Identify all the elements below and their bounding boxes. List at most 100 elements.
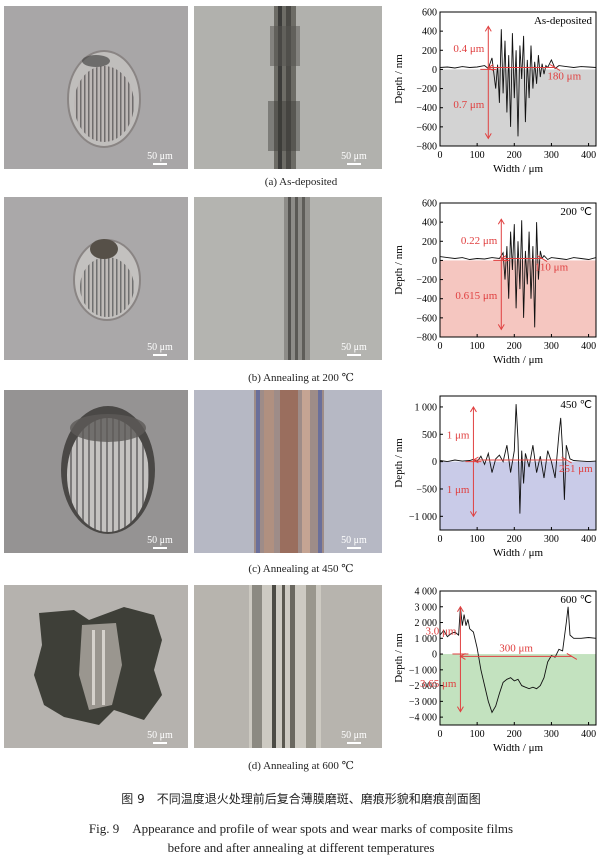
chart-b-ylabel: Depth / nm	[394, 245, 405, 295]
chart-d-ytick-label: −4 000	[409, 713, 437, 724]
chart-a-arrow-bottom	[484, 133, 492, 140]
micrograph-wear-mark-c: 50 μm	[194, 390, 382, 553]
chart-c-ylabel: Depth / nm	[394, 438, 405, 488]
chart-b-ytick-label: 600	[422, 199, 437, 210]
subcaption-c: (c) Annealing at 450 ℃	[248, 563, 354, 575]
chart-c-ytick-label: 1 000	[415, 402, 438, 413]
subcaption-a: (a) As-deposited	[264, 176, 338, 188]
chart-a-xtick-label: 0	[438, 150, 443, 161]
chart-d-xtick-label: 0	[438, 729, 443, 740]
chart-d-xtick-label: 200	[507, 729, 522, 740]
chart-c-ytick-label: −500	[416, 484, 437, 495]
chart-b-xtick-label: 400	[581, 341, 596, 352]
scale-label: 50 μm	[147, 342, 173, 353]
chart-d-ytick-label: 4 000	[415, 587, 438, 598]
chart-a-ytick-label: 400	[422, 27, 437, 38]
chart-a-ytick-label: 0	[432, 65, 437, 76]
micrograph-wear-mark-d: 50 μm	[194, 585, 382, 748]
chart-b-xtick-label: 0	[438, 341, 443, 352]
chart-d-xtick-label: 300	[544, 729, 559, 740]
chart-d-ytick-label: 1 000	[415, 634, 438, 645]
micrograph-wear-mark-a: 50 μm	[194, 6, 382, 169]
chart-a-xlabel: Width / μm	[493, 163, 544, 175]
subcaption-d: (d) Annealing at 600 ℃	[248, 760, 354, 772]
chart-d-annotation-top: 3.0 μm	[425, 625, 456, 637]
scale-label: 50 μm	[341, 342, 367, 353]
chart-c-arrow-right	[561, 456, 572, 464]
chart-c-arrow-bottom	[469, 511, 477, 518]
chart-c-fill-region	[440, 461, 596, 530]
chart-b-arrow-right	[536, 255, 548, 262]
micrograph-wear-mark-b: 50 μm	[194, 197, 382, 360]
chart-c-xlabel: Width / μm	[493, 547, 544, 559]
scale-label: 50 μm	[341, 151, 367, 162]
chart-b-profile-line	[439, 220, 597, 328]
chart-c-corner-label: 450 ℃	[560, 399, 592, 411]
chart-a-annotation-bottom: 0.7 μm	[453, 99, 484, 111]
chart-b-arrow-top	[497, 218, 505, 225]
chart-b-corner-label: 200 ℃	[560, 206, 592, 218]
chart-a-frame	[439, 11, 597, 147]
chart-b-arrow-bottom	[497, 324, 505, 331]
chart-c-arrow-left	[472, 456, 479, 464]
chart-c-arrow-top	[469, 405, 477, 413]
chart-d-arrow-top	[456, 605, 464, 613]
chart-a-xtick-label: 300	[544, 150, 559, 161]
chart-c-ytick-label: −1 000	[409, 512, 437, 523]
figure-caption-english-line1: Fig. 9 Appearance and profile of wear sp…	[88, 821, 514, 836]
chart-a-arrow-top	[484, 25, 492, 32]
chart-d-ytick-label: −1 000	[409, 665, 437, 676]
depth-profile-chart-d: 4 000 3 000 2 000 1 000 0 −1 000 −2 000 −3 000 −…	[394, 587, 597, 754]
chart-d-arrow-right	[566, 652, 578, 660]
chart-a-xtick-label: 100	[470, 150, 485, 161]
chart-d-ytick-label: 0	[432, 650, 437, 661]
chart-b-annotation-top: 0.22 μm	[461, 235, 498, 247]
chart-c-frame	[439, 395, 597, 531]
chart-a-ytick-label: −800	[416, 142, 437, 153]
chart-a-ytick-label: 600	[422, 8, 437, 19]
chart-a-ytick-label: 200	[422, 46, 437, 57]
chart-c-annotation-top: 1 μm	[447, 429, 470, 441]
micrograph-wear-spot-a: 50 μm	[4, 6, 188, 169]
chart-d-ytick-label: −3 000	[409, 697, 437, 708]
chart-c-ytick-label: 0	[432, 457, 437, 468]
chart-d-frame	[439, 590, 597, 726]
scale-label: 50 μm	[341, 730, 367, 741]
chart-c-xtick-label: 400	[581, 534, 596, 545]
chart-c-xtick-label: 100	[470, 534, 485, 545]
chart-d-annotation-bottom: 3.65 μm	[420, 678, 457, 690]
chart-a-annotation-width: 180 μm	[547, 71, 581, 83]
chart-a-annotation-top: 0.4 μm	[453, 43, 484, 55]
chart-b-xtick-label: 200	[507, 341, 522, 352]
chart-d-annotation-width: 300 μm	[499, 642, 533, 654]
micrograph-wear-spot-d: 50 μm	[4, 585, 188, 748]
scale-label: 50 μm	[147, 730, 173, 741]
chart-d-profile-line	[439, 606, 597, 714]
chart-c-annotation-width: 251 μm	[559, 463, 593, 475]
chart-b-xtick-label: 100	[470, 341, 485, 352]
chart-a-ylabel: Depth / nm	[394, 54, 405, 104]
chart-a-arrow-left	[487, 64, 494, 71]
chart-d-ytick-label: −2 000	[409, 681, 437, 692]
figure-caption-chinese: 图 9 不同温度退火处理前后复合薄膜磨斑、磨痕形貌和磨痕剖面图	[121, 792, 481, 806]
chart-a-ytick-label: −200	[416, 84, 437, 95]
chart-d-corner-label: 600 ℃	[560, 594, 592, 606]
chart-b-ytick-label: 400	[422, 218, 437, 229]
chart-b-ytick-label: 0	[432, 256, 437, 267]
chart-a-arrow-right	[549, 64, 561, 71]
chart-d-fill-region	[440, 654, 596, 725]
chart-b-ytick-label: −800	[416, 333, 437, 344]
chart-a-xtick-label: 200	[507, 150, 522, 161]
chart-b-annotation-bottom: 0.615 μm	[455, 290, 497, 302]
chart-a-xtick-label: 400	[581, 150, 596, 161]
chart-a-ytick-label: −600	[416, 122, 437, 133]
subcaption-b: (b) Annealing at 200 ℃	[248, 372, 354, 384]
chart-d-xtick-label: 100	[470, 729, 485, 740]
chart-b-fill-region	[440, 260, 596, 337]
chart-d-xtick-label: 400	[581, 729, 596, 740]
chart-b-xlabel: Width / μm	[493, 354, 544, 366]
chart-d-arrow-bottom	[456, 706, 464, 713]
